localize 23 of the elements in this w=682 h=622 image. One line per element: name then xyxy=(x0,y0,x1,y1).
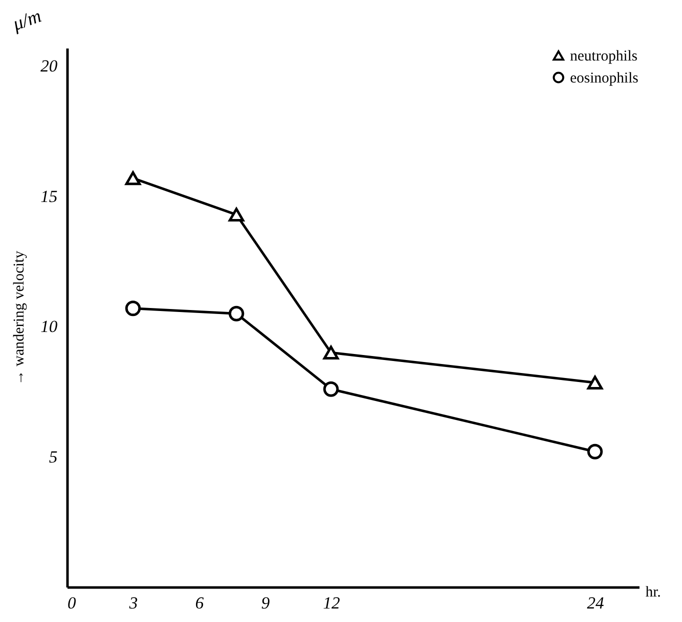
x-tick-label: 9 xyxy=(261,594,270,612)
legend-label: eosinophils xyxy=(570,70,638,86)
point xyxy=(228,306,244,322)
x-tick-label: 3 xyxy=(128,594,138,612)
x-axis-title: hr. xyxy=(646,584,661,600)
point xyxy=(323,346,339,360)
y-tick-label: 5 xyxy=(49,447,58,466)
x-tick-label: 6 xyxy=(195,594,204,612)
x-tick-label: 24 xyxy=(587,594,604,612)
point xyxy=(587,376,603,390)
text: μ/m xyxy=(9,6,44,36)
point xyxy=(125,171,141,186)
x-tick-label: 0 xyxy=(68,594,76,612)
point xyxy=(228,208,244,222)
x-tick-label: 12 xyxy=(323,594,340,612)
point xyxy=(323,381,339,397)
point xyxy=(125,300,141,316)
y-tick-label: 10 xyxy=(40,317,58,336)
y-tick-label: 20 xyxy=(40,56,58,76)
point xyxy=(587,444,603,460)
legend-label: neutrophils xyxy=(570,48,638,64)
y-axis-title: → wandering velocity xyxy=(12,250,28,386)
y-tick-label: 15 xyxy=(40,186,58,206)
